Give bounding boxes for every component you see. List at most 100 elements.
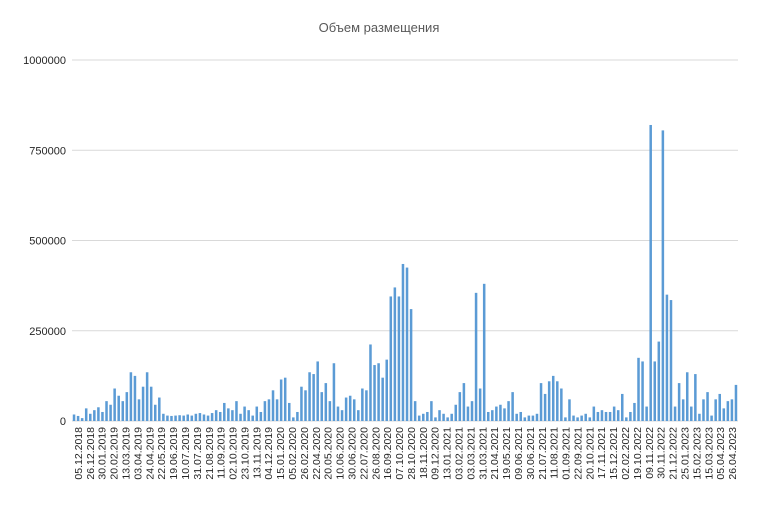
bar: [361, 388, 364, 421]
bar: [588, 417, 592, 421]
bar: [596, 411, 600, 421]
bar: [279, 379, 283, 421]
bar: [227, 408, 230, 421]
bar: [482, 283, 486, 421]
bar: [113, 388, 116, 421]
bar: [84, 408, 88, 421]
bar: [178, 415, 181, 421]
bar: [568, 399, 571, 421]
bar: [710, 415, 713, 421]
bar: [661, 130, 665, 421]
bar: [109, 404, 112, 421]
x-tick-label: 02.10.2019: [228, 427, 240, 480]
y-tick-label: 1000000: [23, 55, 66, 67]
bar: [702, 399, 705, 421]
x-tick-label: 28.10.2020: [406, 427, 418, 480]
x-tick-label: 31.03.2021: [477, 427, 489, 480]
bar: [271, 390, 275, 421]
bar: [450, 413, 453, 421]
bar: [438, 410, 441, 421]
bar: [365, 390, 368, 421]
bar: [495, 406, 498, 421]
bar: [389, 296, 393, 421]
bar: [381, 377, 384, 421]
bars: [72, 124, 738, 422]
x-tick-label: 25.01.2023: [679, 427, 691, 480]
x-tick-label: 10.06.2020: [335, 427, 347, 480]
bar: [312, 374, 315, 421]
bar: [527, 415, 531, 421]
bar: [641, 361, 644, 421]
bar: [645, 406, 648, 421]
bar: [478, 388, 482, 421]
x-tick-label: 05.04.2023: [715, 427, 727, 480]
bar: [170, 415, 173, 421]
x-tick-label: 26.08.2020: [370, 427, 382, 480]
bar: [223, 402, 226, 421]
bar: [409, 309, 413, 421]
bar: [202, 414, 206, 421]
bar: [72, 414, 76, 421]
bar: [218, 411, 222, 421]
bar: [633, 402, 636, 421]
bar: [332, 363, 336, 421]
bar: [673, 406, 677, 421]
x-axis-ticks: 05.12.2018 26.12.2018 30.01.2019 20.02.2019…: [73, 427, 739, 480]
x-tick-label: 09.11.2022: [644, 427, 656, 479]
bar: [551, 375, 555, 422]
bar: [576, 417, 579, 421]
bar: [206, 415, 210, 421]
bar: [80, 418, 84, 421]
bar: [413, 401, 417, 421]
bar: [186, 414, 189, 421]
bar: [153, 404, 157, 421]
y-axis-ticks: 0 250000 500000 750000 1000000: [23, 55, 66, 428]
x-tick-label: 23.10.2019: [239, 427, 251, 480]
x-tick-label: 26.02.2020: [299, 427, 311, 480]
bar: [194, 413, 198, 421]
x-tick-label: 15.12.2021: [608, 427, 620, 480]
bar: [539, 383, 543, 421]
bar: [275, 399, 279, 421]
x-tick-label: 11.09.2019: [216, 427, 228, 479]
x-tick-label: 30.11.2022: [656, 427, 668, 479]
bar: [734, 384, 738, 421]
bar: [93, 410, 96, 421]
bar: [308, 372, 311, 421]
x-tick-label: 09.12.2020: [430, 427, 442, 480]
bar: [685, 372, 689, 421]
bar: [340, 410, 344, 421]
y-tick-label: 750000: [29, 145, 66, 157]
x-tick-label: 21.04.2021: [489, 427, 501, 480]
bar: [239, 413, 242, 421]
bar: [491, 410, 494, 421]
y-tick-label: 0: [60, 416, 66, 428]
x-tick-label: 17.11.2021: [596, 427, 608, 479]
x-tick-label: 07.10.2020: [394, 427, 406, 480]
bar: [604, 411, 608, 421]
bar: [198, 413, 202, 421]
bar: [283, 377, 287, 421]
x-tick-label: 10.07.2019: [180, 427, 192, 480]
x-tick-label: 13.11.2019: [251, 427, 263, 479]
bar: [231, 410, 234, 421]
bar: [474, 292, 478, 421]
bar: [162, 413, 165, 421]
x-tick-label: 20.05.2020: [323, 427, 335, 480]
bar: [121, 401, 125, 421]
bar: [336, 406, 340, 421]
bar: [417, 415, 421, 421]
bar: [405, 267, 409, 421]
bar: [446, 417, 449, 421]
bar: [629, 411, 632, 421]
bar: [665, 294, 669, 421]
bar: [442, 413, 445, 421]
bar: [543, 393, 547, 421]
bar: [320, 392, 324, 421]
bar: [714, 399, 717, 421]
x-tick-label: 03.02.2021: [454, 427, 466, 480]
bar: [470, 401, 474, 421]
x-tick-label: 09.06.2021: [513, 427, 525, 480]
bar: [726, 401, 730, 421]
